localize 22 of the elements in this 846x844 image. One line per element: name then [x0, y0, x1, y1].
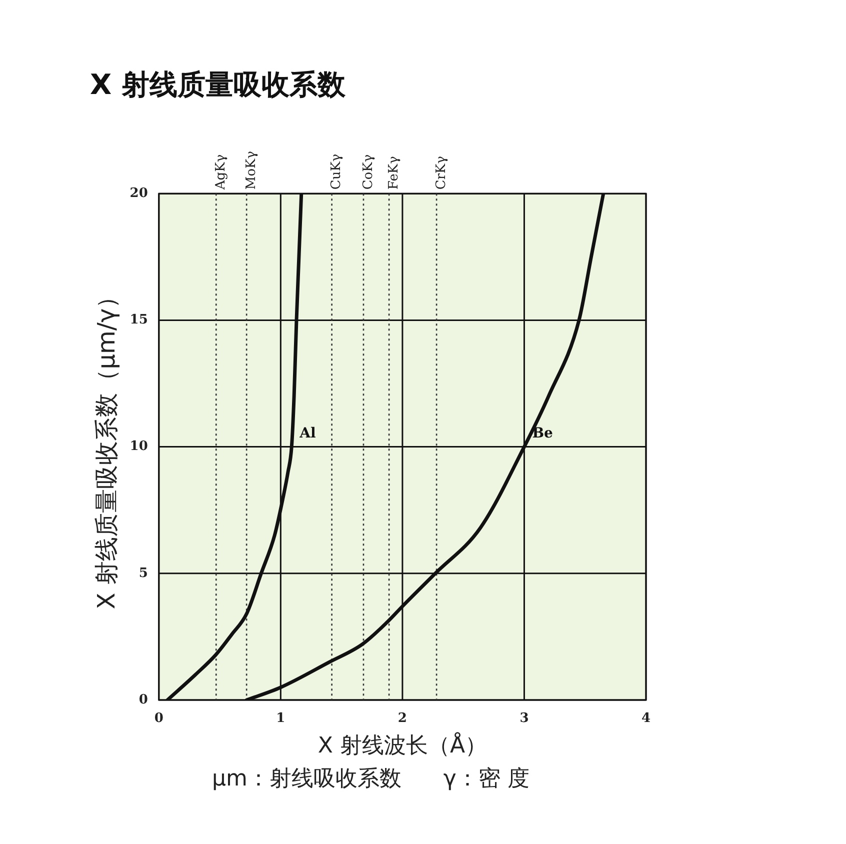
y-axis-title: X 射线质量吸收系数（μm/γ）: [92, 284, 121, 610]
ref-line-label: AgKγ: [214, 154, 228, 191]
ref-line-label: FeKγ: [386, 156, 402, 190]
x-tick-label: 2: [398, 711, 407, 726]
x-tick-label: 1: [276, 711, 286, 726]
y-tick-label: 10: [130, 439, 148, 454]
series-label: Be: [532, 425, 554, 442]
y-tick-label: 5: [138, 566, 148, 581]
x-tick-label: 0: [154, 711, 164, 726]
ref-line-label: CrKγ: [434, 156, 449, 190]
y-tick-label: 0: [138, 692, 148, 708]
ref-line-label: MoKγ: [244, 150, 259, 190]
x-tick-label: 4: [641, 711, 651, 726]
y-tick-label: 15: [130, 312, 148, 328]
ref-line-label: CoKγ: [360, 154, 376, 190]
series-label: Al: [298, 425, 316, 442]
ref-line-label: CuKγ: [329, 154, 344, 190]
x-tick-label: 3: [520, 711, 529, 726]
x-axis-title: X 射线波长（Å）: [318, 732, 488, 759]
text: μm：射线吸收系数 γ：密 度: [212, 766, 530, 792]
y-tick-label: 20: [130, 186, 148, 201]
chart-title: X 射线质量吸收系数: [90, 68, 346, 102]
